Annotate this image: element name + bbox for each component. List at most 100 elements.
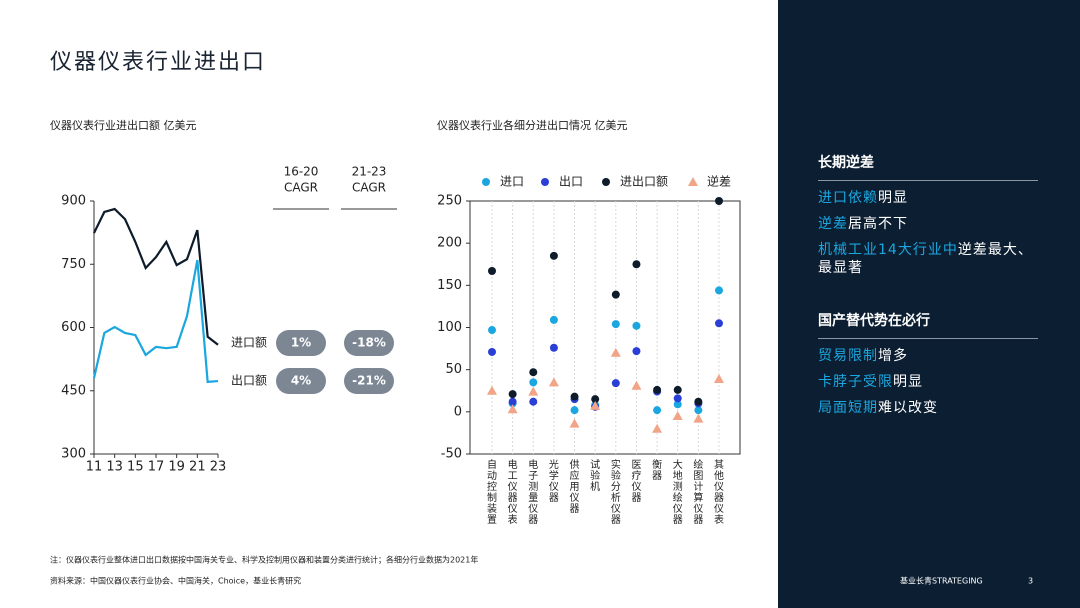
x-tick-label: 13	[106, 460, 123, 475]
cagr-value: 1%	[291, 336, 311, 350]
marker	[673, 400, 682, 409]
table-header: 16-20	[284, 165, 319, 179]
item-text: 居高不下	[848, 216, 908, 232]
sidebar-item: 贸易限制增多	[818, 347, 1038, 365]
marker	[569, 418, 580, 428]
item-text: 增多	[878, 348, 908, 364]
marker	[508, 390, 517, 399]
y-tick-label: 900	[61, 194, 86, 209]
item-text: 明显	[893, 374, 923, 390]
marker	[487, 385, 497, 395]
marker	[508, 397, 517, 406]
x-tick-label: 供应用仪器	[570, 458, 580, 515]
marker	[529, 397, 538, 406]
marker	[632, 321, 641, 330]
marker	[673, 394, 682, 403]
marker	[549, 343, 558, 352]
y-tick-label: 750	[61, 257, 86, 272]
marker	[632, 347, 641, 356]
legend-label: 进口	[500, 175, 524, 189]
line	[92, 259, 219, 384]
legend-marker	[602, 178, 610, 186]
marker	[715, 286, 723, 295]
sidebar-section: 国产替代势在必行贸易限制增多 卡脖子受限明显 局面短期难以改变	[818, 310, 1038, 417]
marker	[693, 413, 704, 423]
y-tick-label: 150	[437, 278, 462, 293]
y-tick-label: 450	[61, 383, 86, 398]
row-label: 出口额	[231, 374, 267, 388]
chart-subtitle: 仪器仪表行业各细分进出口情况 亿美元	[437, 118, 628, 132]
x-tick-label: 衡器	[652, 459, 662, 482]
marker	[715, 319, 723, 328]
legend-marker	[688, 177, 698, 186]
y-tick-label: 100	[437, 320, 462, 335]
sidebar-panel	[778, 0, 1080, 608]
item-text: 逆差	[818, 216, 848, 232]
marker	[631, 380, 642, 390]
y-tick-label: 600	[61, 320, 86, 335]
x-tick-label: 15	[127, 460, 144, 475]
table-header: CAGR	[352, 181, 386, 195]
sidebar-heading: 长期逆差	[818, 152, 1038, 181]
cagr-value: -21%	[352, 374, 386, 388]
sidebar-items: 贸易限制增多 卡脖子受限明显 局面短期难以改变	[818, 347, 1038, 417]
y-tick-label: 250	[437, 194, 462, 209]
pill	[344, 368, 394, 394]
marker	[548, 377, 559, 387]
sidebar-items: 进口依赖明显 逆差居高不下 机械工业14大行业中逆差最大、最显著	[818, 189, 1038, 277]
sidebar-heading: 国产替代势在必行	[818, 310, 1038, 339]
x-tick-label: 11	[86, 460, 103, 475]
marker	[570, 392, 579, 401]
x-tick-label: 试验机	[590, 458, 600, 493]
item-text: 逆差最大、最显著	[818, 242, 1033, 276]
item-text: 局面短期	[818, 400, 878, 416]
marker	[611, 379, 620, 388]
note: 注：仪器仪表行业整体进口出口数据按中国海关专业、科学及控制用仪器和装置分类进行统…	[50, 555, 478, 565]
x-tick-label: 电工仪器仪表	[508, 458, 518, 526]
marker	[715, 197, 723, 205]
brand: 基业长青STRATEGING	[900, 576, 983, 586]
x-tick-label: 21	[189, 460, 206, 475]
y-tick-label: 0	[454, 404, 462, 419]
sidebar-item: 局面短期难以改变	[818, 399, 1038, 417]
chart-subtitle: 仪器仪表行业进出口额 亿美元	[50, 118, 197, 132]
marker	[488, 347, 496, 356]
marker	[694, 406, 703, 415]
marker	[488, 266, 496, 275]
row-label: 进口额	[231, 336, 267, 350]
page-number: 3	[1028, 577, 1033, 586]
x-tick-label: 其他仪器仪表	[714, 459, 724, 526]
x-tick-label: 实验分析仪器	[611, 458, 621, 526]
x-tick-label: 绘图计算仪器	[693, 458, 703, 526]
marker	[529, 368, 538, 377]
sidebar-section: 长期逆差 进口依赖明显 逆差居高不下 机械工业14大行业中逆差最大、最显著	[818, 152, 1038, 277]
cagr-value: 4%	[291, 374, 311, 388]
x-tick-label: 自动控制装置	[487, 458, 497, 526]
marker	[673, 385, 682, 394]
marker	[488, 326, 496, 335]
x-tick-label: 光学仪器	[549, 458, 559, 504]
marker	[507, 404, 518, 414]
y-tick-label: 200	[437, 236, 462, 251]
marker	[529, 378, 538, 387]
sidebar-item: 机械工业14大行业中逆差最大、最显著	[818, 241, 1038, 277]
marker	[714, 373, 724, 383]
item-text: 机械工业14大行业中	[818, 242, 958, 258]
marker	[694, 397, 703, 406]
marker	[611, 290, 620, 299]
source: 资料来源：中国仪器仪表行业协会、中国海关，Choice，基业长青研究	[50, 576, 301, 586]
slide-title: 仪器仪表行业进出口	[50, 50, 266, 75]
legend-label: 逆差	[707, 174, 731, 189]
x-tick-label: 17	[148, 460, 165, 475]
marker	[610, 347, 621, 357]
sidebar-item: 卡脖子受限明显	[818, 373, 1038, 391]
pill	[344, 330, 394, 356]
legend-label: 出口	[559, 175, 583, 189]
marker	[591, 395, 600, 404]
x-tick-label: 电子测量仪器	[528, 458, 538, 526]
x-tick-label: 大地测绘仪器	[673, 458, 683, 526]
item-text: 明显	[878, 190, 908, 206]
table-header: CAGR	[284, 181, 318, 195]
